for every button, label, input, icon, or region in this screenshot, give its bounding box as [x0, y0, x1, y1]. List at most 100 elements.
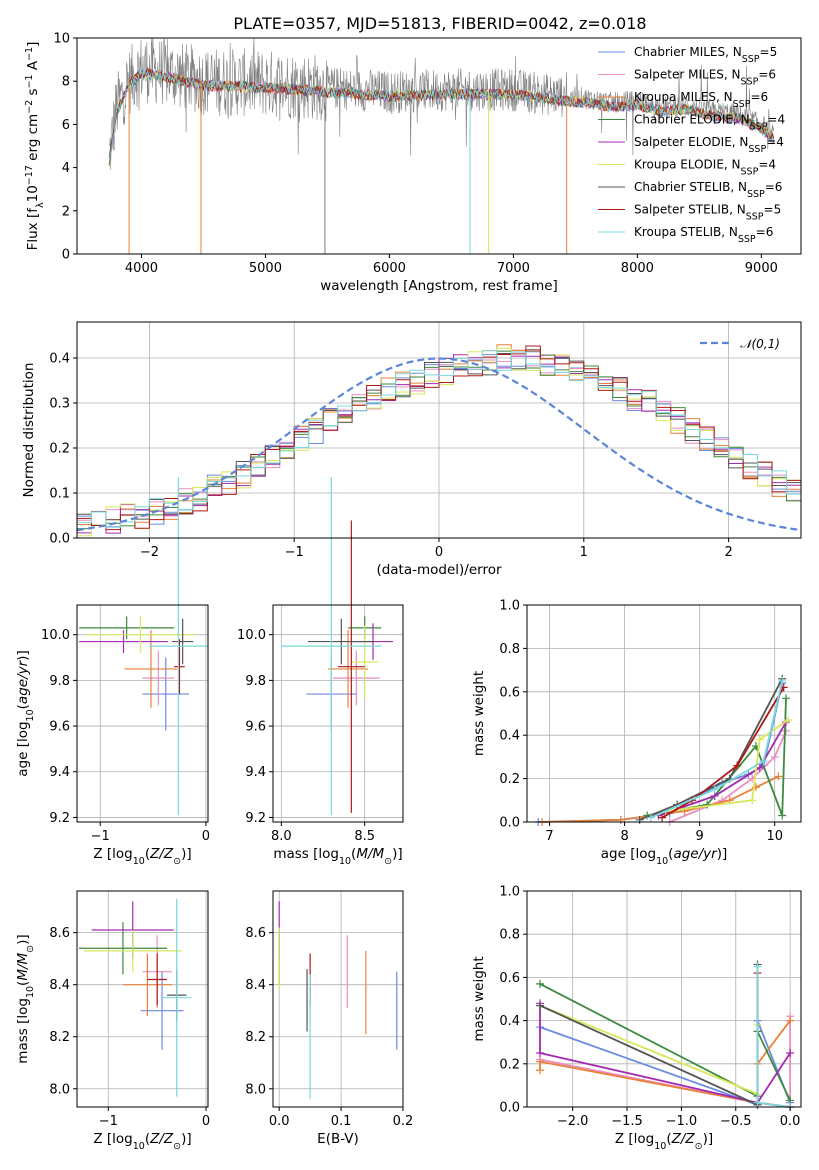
weight-point-marker [755, 735, 764, 744]
axes-frame [272, 890, 404, 1108]
label-part: SSP [741, 166, 759, 177]
tick-label-y: 8.6 [245, 926, 266, 941]
label-part: 10 [133, 1141, 145, 1152]
tick-label-x: 8.0 [271, 829, 292, 844]
tick-label-y: 0.8 [499, 928, 520, 943]
legend-label: Salpeter MILES, NSSP=6 [634, 68, 776, 88]
label-part: ( [145, 1131, 150, 1147]
text-layer: 4000 5000 6000 7000 8000 90000246810wavelengt… [15, 32, 800, 1152]
label-part: ⊙ [173, 1141, 181, 1152]
tick-label-x: 10 [766, 829, 783, 844]
label-part: )] [15, 650, 31, 661]
grid-layer [77, 322, 801, 1108]
tick-label-y: 0.4 [49, 352, 70, 367]
label-part: ⊙ [173, 856, 181, 867]
tick-label-y: 9.6 [245, 720, 266, 735]
label-part: (data-model)/error [376, 562, 502, 578]
label-part: Z/Z [671, 1131, 696, 1147]
tick-label-y: 0.8 [499, 642, 520, 657]
axis-label-y: age [log10(age/yr)] [15, 650, 36, 776]
weight-point-marker [536, 1057, 545, 1066]
tick-label-x: 0.2 [393, 1114, 414, 1129]
tick-label-y: 0.6 [499, 971, 520, 986]
tick-label-y: 8.4 [49, 978, 70, 993]
label-part: Z/Z [149, 846, 174, 862]
tick-label-x: −1.0 [666, 1114, 698, 1129]
legend-label: Chabrier MILES, NSSP=5 [634, 45, 777, 65]
histogram-step [77, 349, 801, 521]
tick-label-y: 9.6 [49, 720, 70, 735]
tick-label-y: 9.2 [245, 811, 266, 826]
axis-label-y: mass weight [471, 956, 487, 1041]
tick-label-x: −2.0 [557, 1114, 589, 1129]
label-part: ( [351, 846, 356, 862]
tick-label-x: −1 [99, 1114, 118, 1129]
label-part: mass [log [15, 998, 31, 1064]
tick-label-x: 8000 [621, 261, 654, 276]
tick-label-x: −1 [91, 829, 110, 844]
label-part: erg cm [25, 114, 41, 165]
label-part: =6 [758, 68, 776, 82]
tick-label-y: 8.2 [245, 1030, 266, 1045]
weight-point-marker [786, 1049, 795, 1057]
tick-label-y: 0.0 [499, 816, 520, 831]
figure-title: PLATE=0357, MJD=51813, FIBERID=0042, z=0… [233, 14, 646, 33]
tick-label-y: 8.4 [245, 978, 266, 993]
label-part: )] [15, 934, 31, 945]
axis-label-x: Z [log10(Z/Z⊙)] [615, 1131, 713, 1152]
label-part: SSP [748, 144, 766, 155]
label-part: =6 [756, 225, 774, 239]
weight-series-line [658, 721, 787, 817]
label-part: Salpeter ELODIE, N [634, 135, 748, 149]
weight-series-line [756, 966, 791, 1108]
label-part: 10 [656, 856, 668, 867]
tick-label-y: 9.8 [245, 674, 266, 689]
weight-point-marker [710, 785, 719, 794]
tick-label-y: 8.0 [245, 1082, 266, 1097]
label-part: =6 [750, 90, 768, 104]
weight-point-marker [753, 1098, 762, 1107]
label-part: Kroupa MILES, N [634, 90, 733, 104]
weight-series-line [650, 680, 784, 819]
weight-point-marker [759, 757, 768, 766]
label-part: 10 [25, 986, 36, 998]
label-part: SSP [741, 76, 759, 87]
axis-label-x: mass [log10(M/M⊙)] [273, 846, 402, 867]
tick-label-y: 0.3 [49, 397, 70, 412]
legend-label: Kroupa STELIB, NSSP=6 [634, 225, 773, 245]
legend-label: Kroupa ELODIE, NSSP=4 [634, 158, 776, 178]
axis-label-x: age [log10(age/yr)] [601, 846, 727, 867]
label-part: mass [log [273, 846, 339, 862]
axis-label-y: Normed distribution [21, 363, 37, 498]
tick-label-x: 5000 [249, 261, 282, 276]
tick-label-y: 9.8 [49, 674, 70, 689]
weight-series-line [661, 687, 785, 819]
label-part: −17 [24, 165, 35, 185]
weight-point-marker [658, 813, 667, 822]
weight-series-line [665, 719, 789, 812]
tick-label-y: 0.4 [499, 729, 520, 744]
label-part: age/yr [673, 846, 718, 862]
tick-label-y: 2 [62, 204, 70, 219]
histogram-step [77, 354, 801, 534]
label-part: Z [log [93, 846, 132, 862]
tick-label-x: 0 [202, 1114, 210, 1129]
tick-label-y: 0.0 [499, 1101, 520, 1116]
label-part: Z [log [615, 1131, 654, 1147]
weight-point-marker [536, 979, 545, 988]
axes-layer [73, 37, 802, 1111]
label-part: SSP [747, 189, 765, 200]
legend-label: Kroupa MILES, NSSP=6 [634, 90, 768, 110]
tick-label-x: 0 [202, 829, 210, 844]
axes-frame [526, 890, 802, 1108]
label-part: M/M [356, 846, 384, 862]
label-part: =4 [766, 135, 784, 149]
label-part: Z/Z [149, 1131, 174, 1147]
label-part: −1 [24, 47, 35, 61]
tick-label-x: 8.5 [354, 829, 375, 844]
label-part: 10 [133, 856, 145, 867]
tick-label-y: 1.0 [499, 599, 520, 614]
weight-point-marker [784, 716, 793, 725]
label-part: ( [15, 981, 31, 986]
